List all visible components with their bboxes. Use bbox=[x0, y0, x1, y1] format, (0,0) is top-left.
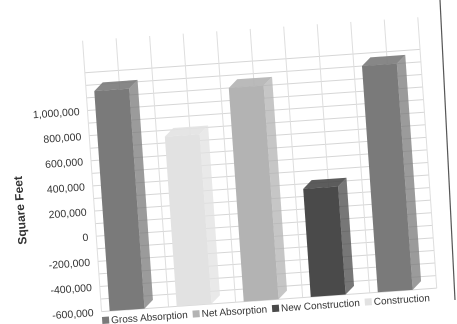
bar-front bbox=[228, 85, 279, 302]
bar-4 bbox=[303, 177, 355, 297]
bar-front bbox=[303, 186, 346, 297]
y-tick-label: 200,000 bbox=[48, 207, 87, 222]
legend-label: Gross Absorption bbox=[111, 310, 188, 324]
legend-item: Net Absorption bbox=[192, 304, 268, 320]
paper-edge bbox=[439, 0, 456, 301]
legend-swatch bbox=[101, 316, 110, 324]
bar-side bbox=[263, 76, 287, 300]
grid-line-v bbox=[350, 21, 371, 293]
legend-swatch bbox=[364, 298, 372, 306]
y-axis-ticks: 1,000,000 800,000 600,000 400,000 200,000 0 -2… bbox=[33, 106, 95, 322]
grid-line-v bbox=[82, 40, 103, 312]
bar-side bbox=[199, 125, 220, 304]
y-axis-title: Square Feet bbox=[11, 176, 30, 246]
legend-swatch bbox=[271, 304, 280, 313]
bar-3 bbox=[228, 76, 287, 302]
bar-top bbox=[164, 125, 209, 137]
bar-front bbox=[361, 63, 413, 293]
bar-side bbox=[129, 79, 153, 309]
legend-label: New Construction bbox=[281, 298, 360, 314]
legend-label: Construction bbox=[373, 293, 430, 308]
bar-front bbox=[164, 134, 212, 307]
bar-5 bbox=[361, 54, 422, 293]
y-tick-label: -400,000 bbox=[50, 282, 92, 297]
bar-front bbox=[94, 88, 145, 312]
legend: Gross Absorption Net Absorption New Constr… bbox=[101, 293, 430, 324]
bar-top bbox=[303, 177, 347, 189]
y-tick-label: 1,000,000 bbox=[33, 106, 81, 121]
y-tick-label: 400,000 bbox=[47, 181, 86, 196]
legend-swatch bbox=[192, 310, 200, 318]
y-tick-label: 0 bbox=[82, 232, 89, 244]
grid-line-v bbox=[149, 35, 170, 307]
bars bbox=[94, 54, 422, 312]
y-tick-label: -600,000 bbox=[52, 307, 94, 322]
y-tick-label: -200,000 bbox=[48, 257, 90, 272]
bar-2 bbox=[164, 125, 220, 307]
grid-line-v bbox=[417, 17, 438, 289]
grid-line-v bbox=[216, 31, 237, 303]
bar-side bbox=[396, 54, 422, 290]
legend-item: Gross Absorption bbox=[101, 310, 188, 324]
y-tick-label: 600,000 bbox=[45, 156, 84, 171]
y-tick-label: 800,000 bbox=[43, 131, 82, 146]
bar-1 bbox=[94, 79, 153, 312]
bar-top bbox=[94, 79, 138, 92]
bar-top bbox=[361, 54, 406, 67]
legend-item: Construction bbox=[364, 293, 430, 308]
bar-side bbox=[338, 177, 355, 295]
grid-line-v bbox=[283, 26, 304, 298]
legend-label: Net Absorption bbox=[201, 304, 267, 320]
legend-item: New Construction bbox=[271, 298, 360, 314]
bar-top bbox=[228, 76, 273, 88]
